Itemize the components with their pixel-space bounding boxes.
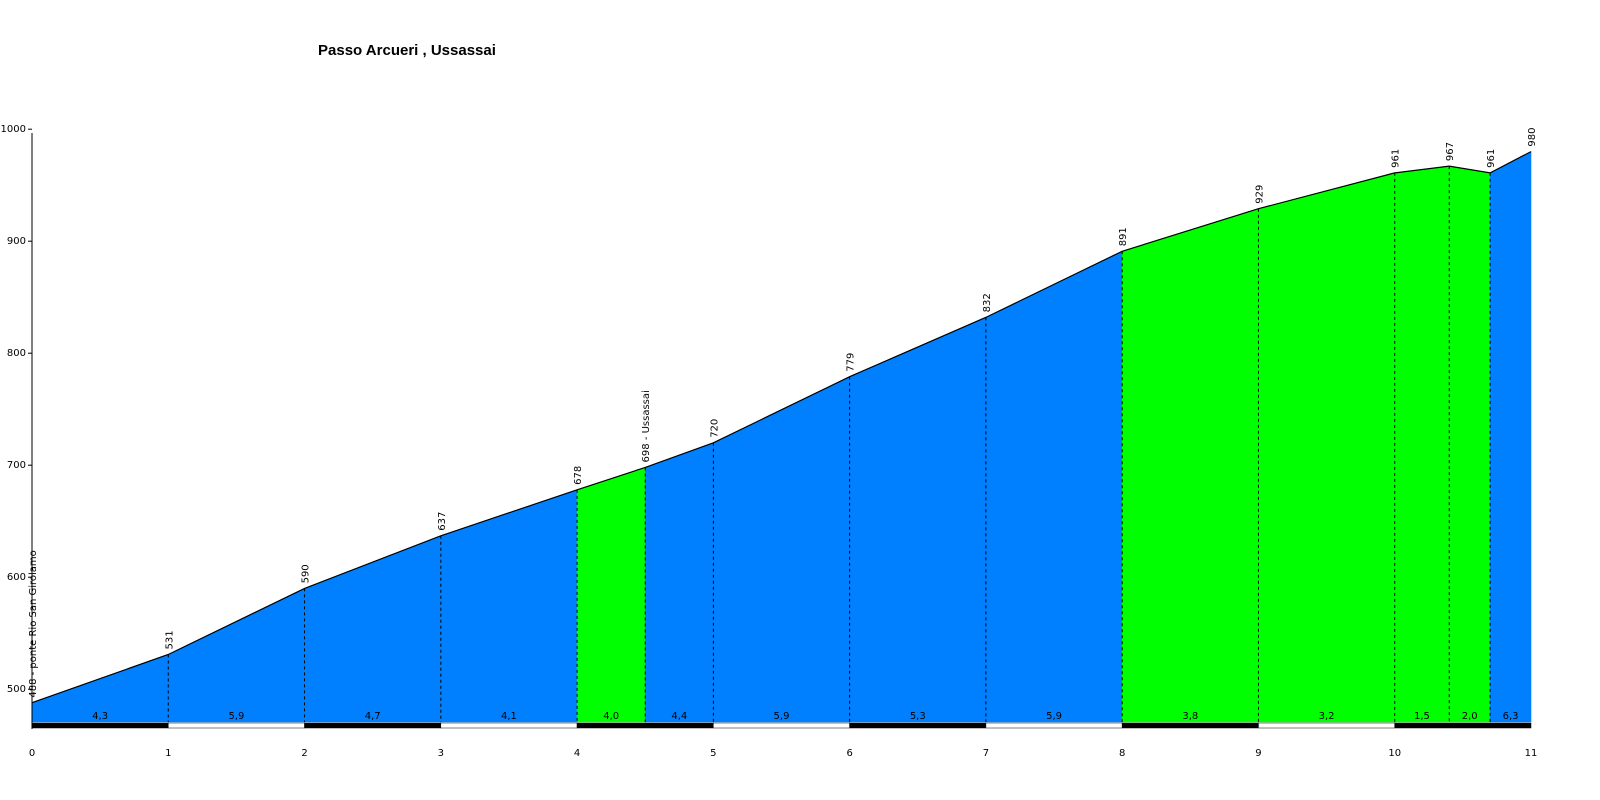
km-bar-segment [1121, 722, 1259, 729]
x-tick-label: 9 [1255, 748, 1261, 759]
gradient-label: 4,7 [365, 711, 381, 722]
gradient-label: 1,5 [1414, 711, 1430, 722]
y-tick-label: 900 [7, 236, 26, 247]
gradient-label: 5,3 [910, 711, 926, 722]
profile-segment-fill [440, 489, 578, 723]
elevation-label: 929 [1254, 185, 1265, 204]
km-bar-segment [985, 722, 1123, 729]
km-bar-segment [849, 722, 987, 729]
km-bar-segment [440, 722, 578, 729]
gradient-label: 4,0 [603, 711, 619, 722]
elevation-label: 961 [1486, 149, 1497, 168]
profile-segment-fill [1394, 165, 1450, 723]
profile-segment-fill [1121, 208, 1259, 723]
chart-title: Passo Arcueri , Ussassai [318, 42, 496, 59]
elevation-label: 678 [573, 466, 584, 485]
profile-segment-fill [1258, 172, 1396, 723]
elevation-label: 832 [982, 293, 993, 312]
gradient-label: 5,9 [774, 711, 790, 722]
profile-outline-group [31, 151, 1532, 704]
km-bar [31, 722, 1532, 729]
gradient-label: 4,4 [671, 711, 687, 722]
gradient-label: 3,2 [1319, 711, 1335, 722]
x-tick-label: 0 [29, 748, 35, 759]
gradient-label: 2,0 [1462, 711, 1478, 722]
profile-segment-fill [1448, 165, 1491, 723]
profile-segment-fill [644, 442, 714, 723]
y-tick-label: 600 [7, 572, 26, 583]
y-tick-label: 800 [7, 348, 26, 359]
y-tick-label: 700 [7, 460, 26, 471]
profile-segment-fill [1489, 151, 1532, 723]
axes [28, 128, 33, 729]
elevation-label: 637 [437, 512, 448, 531]
profile-segment-fill [167, 587, 305, 723]
x-tick-label: 8 [1119, 748, 1125, 759]
x-tick-label: 2 [301, 748, 307, 759]
gradient-label: 4,1 [501, 711, 517, 722]
elevation-label: 531 [164, 630, 175, 649]
km-bar-segment [168, 722, 305, 729]
gradient-label: 6,3 [1503, 711, 1519, 722]
y-tick-labels: 500 600 700 800 900 1000 [1, 124, 26, 695]
elevation-labels: 488 - ponte Rio San Girolamo 531 590 637 678… [28, 128, 1538, 698]
x-tick-label: 7 [983, 748, 989, 759]
km-bar-segment [576, 722, 714, 729]
elevation-label: 488 - ponte Rio San Girolamo [28, 550, 39, 697]
elevation-label: 590 [301, 564, 312, 583]
x-tick-label: 3 [438, 748, 444, 759]
x-tick-label: 4 [574, 748, 580, 759]
x-tick-label: 10 [1388, 748, 1401, 759]
profile-segment-fill [304, 535, 442, 723]
profile-fills [31, 151, 1532, 723]
segment-dividers [167, 166, 1491, 722]
elevation-label: 967 [1445, 142, 1456, 161]
elevation-label: 961 [1391, 149, 1402, 168]
y-tick-label: 1000 [1, 124, 26, 135]
km-bar-segment [713, 722, 850, 729]
elevation-label: 779 [846, 353, 857, 372]
elevation-label: 980 [1527, 128, 1538, 147]
gradient-label: 5,9 [228, 711, 244, 722]
gradient-label: 3,8 [1182, 711, 1198, 722]
profile-outline [31, 151, 1532, 704]
elevation-label: 891 [1118, 227, 1129, 246]
x-tick-labels: 0 1 2 3 4 5 6 7 8 9 10 11 [29, 748, 1538, 759]
km-bar-segment [1258, 722, 1395, 729]
gradient-labels: 4,3 5,9 4,7 4,1 4,0 4,4 5,9 5,3 5,9 3,8 3,2 1,5 2,0 6… [92, 711, 1518, 722]
profile-segment-fill [713, 376, 850, 723]
x-tick-label: 1 [165, 748, 171, 759]
km-bar-segment [304, 722, 442, 729]
x-tick-label: 11 [1525, 748, 1538, 759]
km-bar-segment [31, 722, 169, 729]
x-tick-label: 6 [846, 748, 852, 759]
profile-segment-fill [985, 250, 1123, 723]
gradient-label: 4,3 [92, 711, 108, 722]
profile-segment-fill [576, 467, 646, 723]
gradient-label: 5,9 [1046, 711, 1062, 722]
x-tick-label: 5 [710, 748, 716, 759]
profile-segment-fill [849, 316, 987, 723]
elevation-label: 720 [709, 419, 720, 438]
y-tick-label: 500 [7, 684, 26, 695]
elevation-label: 698 - Ussassai [641, 390, 652, 462]
km-bar-segment [1394, 722, 1532, 729]
